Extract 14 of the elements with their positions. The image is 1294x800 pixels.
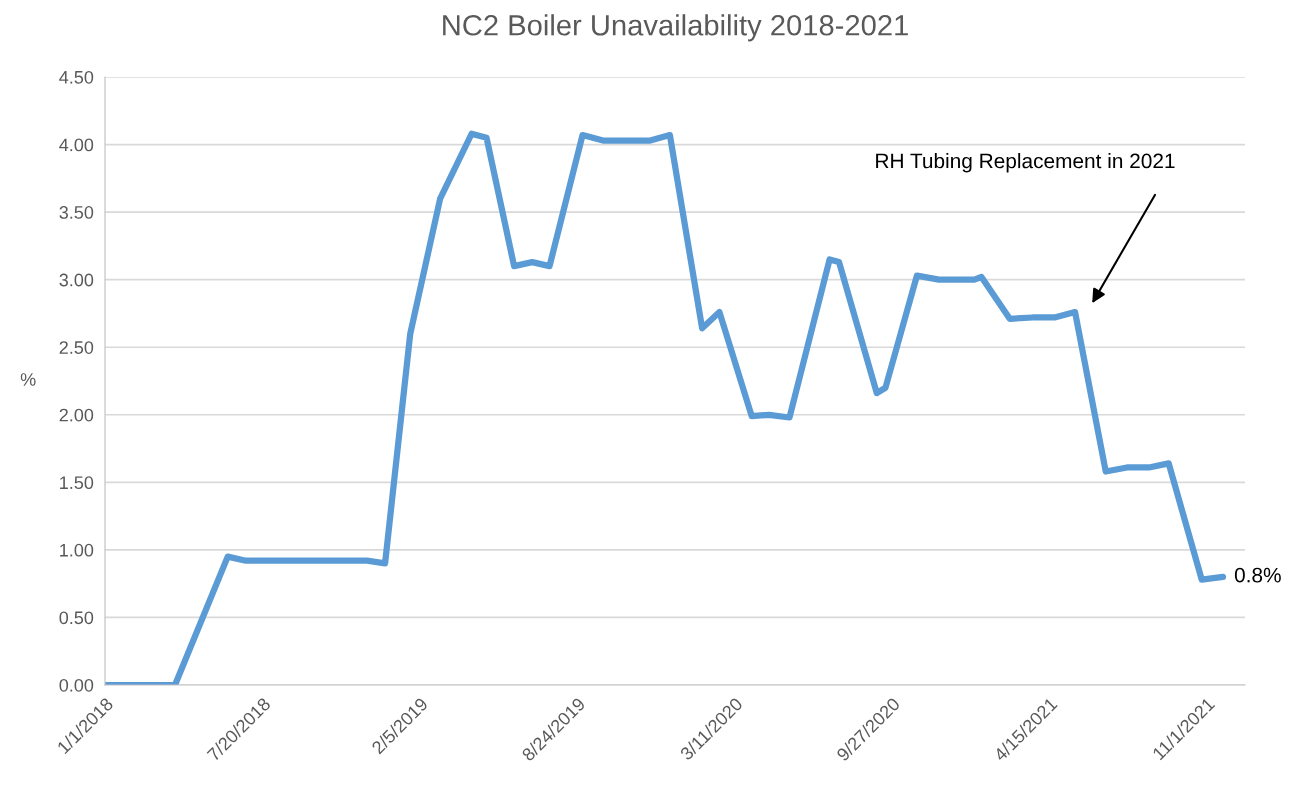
y-tick-label: 4.50	[59, 70, 94, 84]
chart-title: NC2 Boiler Unavailability 2018-2021	[443, 14, 908, 42]
y-tick-label: 1.00	[60, 543, 94, 557]
annotation: RH Tubing Replacement in 2021	[876, 153, 1175, 173]
y-tick-label: 4.00	[59, 138, 94, 152]
data-label: 0.8%	[1234, 567, 1281, 583]
y-tick-label: 3.00	[59, 273, 94, 287]
y-tick-label: 2.50	[59, 341, 94, 354]
y-tick-label: 3.50	[59, 206, 94, 219]
y-tick-label: 0.50	[59, 611, 94, 625]
y-tick-label: 2.00	[59, 408, 94, 422]
y-axis-title: %	[20, 373, 36, 386]
y-tick-label: 1.50	[60, 476, 94, 490]
y-tick-label: 0.00	[59, 678, 94, 692]
